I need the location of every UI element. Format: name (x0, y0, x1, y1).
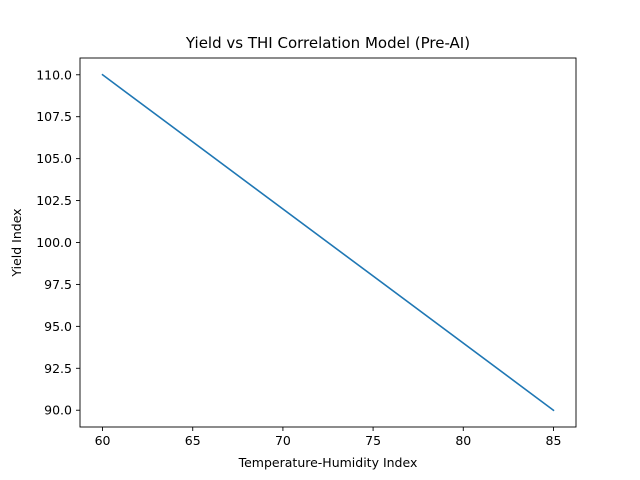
x-tick-label: 60 (95, 433, 111, 448)
y-axis: 90.0 92.5 95.0 97.5 100.0 102.5 105.0 107.5 110.… (36, 67, 80, 418)
y-axis-label: Yield Index (9, 208, 24, 277)
y-tick-label: 107.5 (36, 109, 72, 124)
y-tick-label: 102.5 (36, 193, 72, 208)
y-tick-label: 95.0 (44, 319, 72, 334)
y-tick-label: 110.0 (36, 67, 72, 82)
y-tick-label: 92.5 (44, 361, 72, 376)
x-tick-label: 75 (365, 433, 381, 448)
x-tick-label: 65 (185, 433, 201, 448)
x-tick-label: 85 (546, 433, 562, 448)
chart-title: Yield vs THI Correlation Model (Pre-AI) (185, 34, 470, 52)
series-layer (101, 73, 555, 412)
series-line (101, 73, 555, 412)
x-axis: 60 65 70 75 80 85 (95, 427, 562, 448)
y-tick-label: 97.5 (44, 277, 72, 292)
x-axis-label: Temperature-Humidity Index (238, 455, 418, 470)
y-tick-label: 90.0 (44, 403, 72, 418)
x-tick-label: 80 (455, 433, 471, 448)
y-tick-label: 100.0 (36, 235, 72, 250)
y-tick-label: 105.0 (36, 151, 72, 166)
x-tick-label: 70 (275, 433, 291, 448)
